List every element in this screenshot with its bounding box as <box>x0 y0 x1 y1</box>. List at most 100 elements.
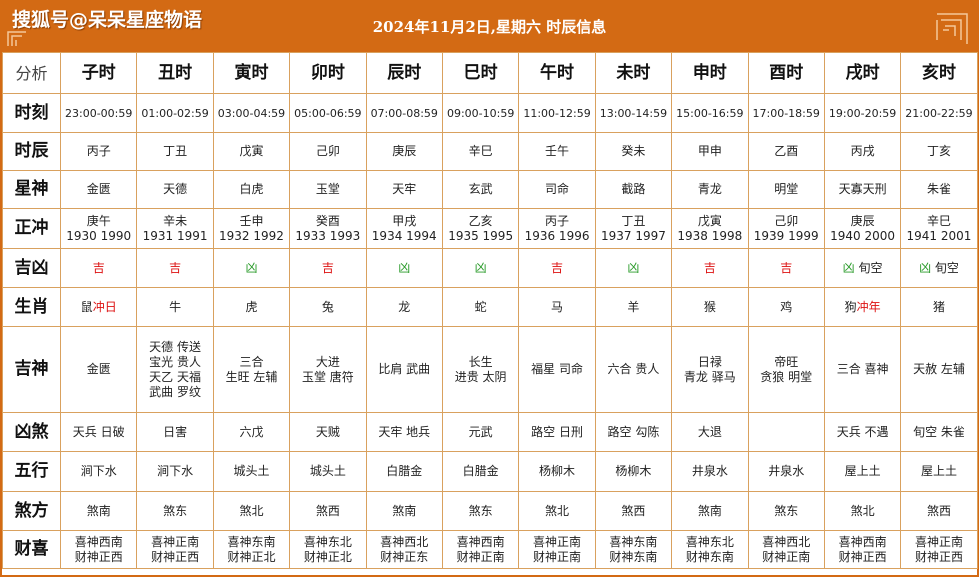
row-shafang: 煞方 煞南 煞东 煞北 煞西 煞南 煞东 煞北 煞西 煞南 煞东 煞北 煞西 <box>2 491 978 531</box>
cell-shengxiao: 猴 <box>671 287 749 327</box>
verdict-mark: 凶 <box>398 260 411 275</box>
cell-shengxiao: 牛 <box>136 287 214 327</box>
cell-line: 帝旺 <box>774 354 799 369</box>
cell-line: 喜神东北 <box>303 534 352 549</box>
cell-line: 喜神东南 <box>609 534 658 549</box>
row-jishen: 吉神 金匮 天德 传送 宝光 贵人 天乙 天福 武曲 罗纹 三合 生旺 左辅 大进 玉堂 唐符 比肩… <box>2 326 978 413</box>
cell-jixiong: 吉 <box>518 248 596 288</box>
cell-shengxiao: 鼠冲日 <box>59 287 138 327</box>
verdict-mark: 吉 <box>92 260 105 275</box>
cell-xingshen: 金匮 <box>59 170 138 209</box>
cell-wuxing: 白腊金 <box>365 451 443 492</box>
cell-wuxing: 杨柳木 <box>518 451 596 492</box>
cell-xingshen: 截路 <box>594 170 673 209</box>
cell-line: 1940 2000 <box>830 228 896 243</box>
cell-shichen: 癸未 <box>594 132 673 171</box>
cell-line: 喜神正南 <box>914 534 963 549</box>
cell-line: 甲戌 <box>392 213 417 228</box>
verdict-mark: 吉 <box>551 260 564 275</box>
verdict-mark: 吉 <box>703 260 716 275</box>
cell-line: 癸酉 <box>315 213 340 228</box>
column-header: 酉时 <box>747 52 825 94</box>
cell-caixi: 喜神正南 财神正西 <box>136 530 214 569</box>
cell-jishen: 日禄 青龙 驿马 <box>671 326 749 413</box>
cell-zhengchong: 辛未 1931 1991 <box>136 208 214 249</box>
cell-shike: 07:00-08:59 <box>365 93 443 133</box>
zodiac-animal: 羊 <box>627 299 640 314</box>
cell-shike: 15:00-16:59 <box>671 93 749 133</box>
cell-line: 1935 1995 <box>448 228 514 243</box>
row-label: 五行 <box>2 451 61 492</box>
cell-line: 1932 1992 <box>219 228 284 243</box>
cell-line: 财神正南 <box>533 549 582 564</box>
cell-xiongsha: 天贼 <box>289 412 367 452</box>
cell-shichen: 辛巳 <box>441 132 520 171</box>
cell-wuxing: 涧下水 <box>59 451 138 492</box>
zodiac-animal: 蛇 <box>474 299 487 314</box>
cell-jixiong: 吉 <box>136 248 214 288</box>
cell-shichen: 丙子 <box>59 132 138 171</box>
zodiac-animal: 龙 <box>398 299 411 314</box>
cell-shengxiao: 狗冲年 <box>823 287 902 327</box>
xunkong-note: 旬空 <box>931 260 959 275</box>
cell-caixi: 喜神西南 财神正南 <box>441 530 520 569</box>
cell-shike: 01:00-02:59 <box>136 93 214 133</box>
cell-jixiong: 凶 <box>594 248 673 288</box>
corner-label: 分析 <box>2 52 61 94</box>
cell-caixi: 喜神正南 财神正西 <box>900 530 978 569</box>
cell-shafang: 煞东 <box>441 491 520 531</box>
row-label: 时刻 <box>2 93 61 133</box>
cell-line: 丙子 <box>545 213 570 228</box>
cell-xiongsha: 路空 日刑 <box>518 412 596 452</box>
cell-shafang: 煞西 <box>900 491 978 531</box>
cell-xingshen: 玄武 <box>441 170 520 209</box>
column-header: 丑时 <box>136 52 214 94</box>
zodiac-animal: 猴 <box>703 299 716 314</box>
row-caixi: 财喜 喜神西南 财神正西 喜神正南 财神正西 喜神东南 财神正北 喜神东北 财神正北 喜神西北 财神… <box>2 530 978 569</box>
cell-line: 喜神东南 <box>227 534 276 549</box>
cell-xingshen: 玉堂 <box>289 170 367 209</box>
cell-jishen: 天德 传送 宝光 贵人 天乙 天福 武曲 罗纹 <box>136 326 214 413</box>
cell-caixi: 喜神东北 财神东南 <box>671 530 749 569</box>
cell-line: 1930 1990 <box>66 228 132 243</box>
cell-line: 六合 贵人 <box>607 362 660 376</box>
column-header: 寅时 <box>212 52 291 94</box>
cell-xingshen: 朱雀 <box>900 170 978 209</box>
cell-shafang: 煞西 <box>594 491 673 531</box>
cell-line: 1939 1999 <box>753 228 819 243</box>
cell-caixi: 喜神东南 财神正北 <box>212 530 291 569</box>
cell-jishen: 帝旺 贪狼 明堂 <box>747 326 825 413</box>
cell-shike: 17:00-18:59 <box>747 93 825 133</box>
cell-line: 辛未 <box>163 213 188 228</box>
hour-info-table: 分析 子时 丑时 寅时 卯时 辰时 巳时 午时 未时 申时 酉时 戌时 亥时 时刻 23:00-00:5… <box>2 52 978 569</box>
cell-line: 喜神正南 <box>533 534 582 549</box>
cell-xingshen: 天牢 <box>365 170 443 209</box>
zodiac-animal: 牛 <box>169 299 182 314</box>
verdict-mark: 凶 <box>919 260 932 275</box>
cell-wuxing: 井泉水 <box>671 451 749 492</box>
column-header: 午时 <box>518 52 596 94</box>
row-wuxing: 五行 涧下水 涧下水 城头土 城头土 白腊金 白腊金 杨柳木 杨柳木 井泉水 井泉水 屋上土 屋上土 <box>2 451 978 492</box>
cell-jishen: 三合 喜神 <box>823 326 902 413</box>
cell-line: 1938 1998 <box>677 228 743 243</box>
cell-jixiong: 吉 <box>747 248 825 288</box>
cell-zhengchong: 丙子 1936 1996 <box>518 208 596 249</box>
cell-shichen: 庚辰 <box>365 132 443 171</box>
cell-line: 财神正南 <box>456 549 505 564</box>
cell-zhengchong: 甲戌 1934 1994 <box>365 208 443 249</box>
cell-line: 天赦 左辅 <box>913 362 965 376</box>
cell-line: 喜神西北 <box>380 534 429 549</box>
cell-jishen: 比肩 武曲 <box>365 326 443 413</box>
watermark: 搜狐号@呆呆星座物语 <box>12 9 203 31</box>
row-label: 时辰 <box>2 132 61 171</box>
row-shike: 时刻 23:00-00:59 01:00-02:59 03:00-04:59 05:00… <box>2 93 978 133</box>
cell-jixiong: 吉 <box>59 248 138 288</box>
clash-note: 冲年 <box>856 299 881 314</box>
verdict-mark: 凶 <box>627 260 640 275</box>
cell-xingshen: 司命 <box>518 170 596 209</box>
row-label: 财喜 <box>2 530 61 569</box>
cell-line: 财神正西 <box>151 549 200 564</box>
cell-xiongsha <box>747 412 825 452</box>
cell-xingshen: 天德 <box>136 170 214 209</box>
row-shengxiao: 生肖 鼠冲日牛虎兔龙蛇马羊猴鸡狗冲年猪 <box>2 287 978 327</box>
